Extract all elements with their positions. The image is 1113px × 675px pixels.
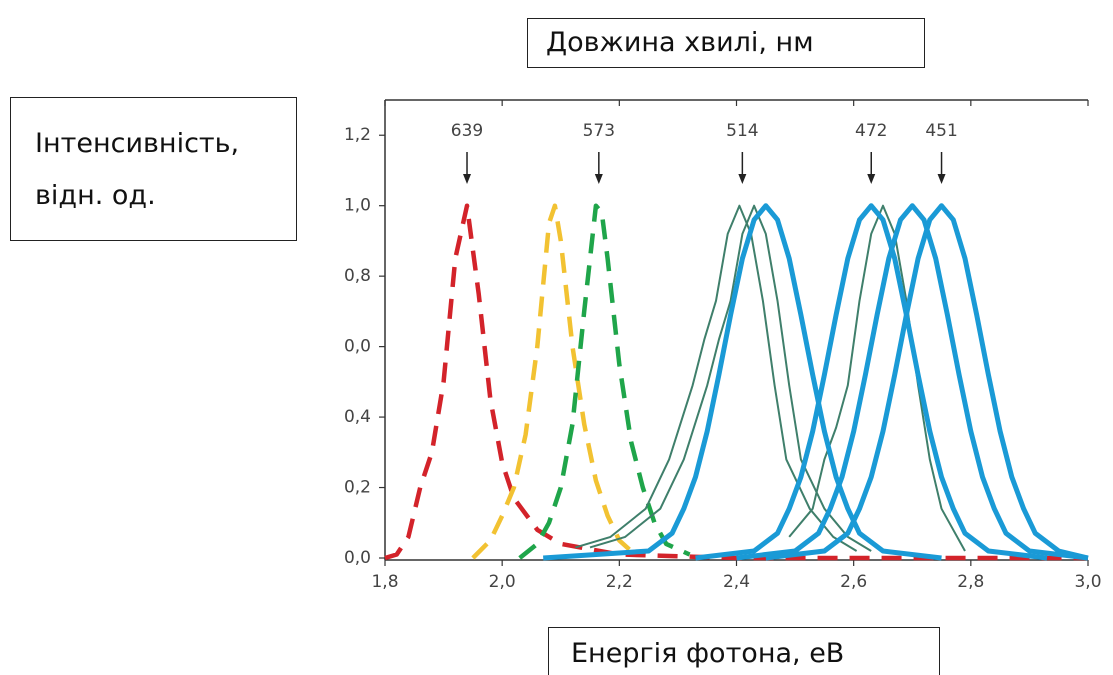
x-tick-label: 2,4 xyxy=(723,572,750,592)
annotation-label: 451 xyxy=(925,121,957,141)
x-tick-label: 2,8 xyxy=(957,572,984,592)
x-tick-label: 2,2 xyxy=(606,572,633,592)
annotation-label: 639 xyxy=(451,121,483,141)
y-tick-label: 1,0 xyxy=(344,196,371,216)
x-tick-label: 3,0 xyxy=(1074,572,1101,592)
y-tick-label: 1,2 xyxy=(344,125,371,145)
y-tick-label: 0,4 xyxy=(344,407,371,427)
x-axis-label: Енергія фотона, еВ xyxy=(548,627,940,675)
y-tick-label: 0,8 xyxy=(344,266,371,286)
annotation-label: 573 xyxy=(583,121,615,141)
series-line xyxy=(384,203,1088,561)
series-line xyxy=(589,204,872,552)
series-line xyxy=(518,203,691,560)
x-tick-label: 1,8 xyxy=(371,572,398,592)
y-tick-label: 0,0 xyxy=(344,548,371,568)
series-line xyxy=(471,203,633,560)
x-tick-label: 2,0 xyxy=(489,572,516,592)
annotation-label: 472 xyxy=(855,121,887,141)
series-line xyxy=(788,204,966,552)
y-tick-label: 0,0 xyxy=(344,337,371,357)
top-axis-label: Довжина хвилі, нм xyxy=(527,18,925,68)
annotation-arrowhead xyxy=(937,174,946,184)
series-line xyxy=(736,203,1089,561)
series-line xyxy=(765,203,1089,561)
annotation-label: 514 xyxy=(726,121,758,141)
series-line xyxy=(543,203,942,561)
y-tick-label: 0,2 xyxy=(344,478,371,498)
series-line xyxy=(695,203,1048,561)
annotation-arrowhead xyxy=(594,174,603,184)
x-tick-label: 2,6 xyxy=(840,572,867,592)
annotation-arrowhead xyxy=(463,174,472,184)
annotation-arrowhead xyxy=(867,174,876,184)
y-axis-label: Інтенсивність, відн. од. xyxy=(10,97,297,241)
annotation-arrowhead xyxy=(738,174,747,184)
